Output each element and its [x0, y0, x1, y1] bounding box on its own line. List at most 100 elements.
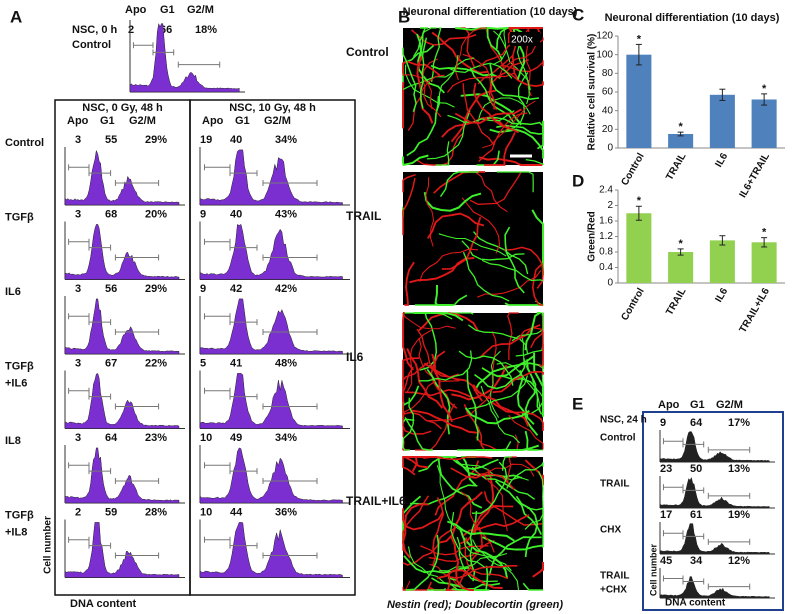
- histogram: [64, 224, 180, 280]
- neurite: [419, 37, 428, 109]
- gate-value: 3: [75, 208, 81, 220]
- histogram: [659, 523, 770, 555]
- gate-value: 42: [230, 283, 242, 295]
- panel-label: A: [10, 7, 22, 26]
- gate-value: 40: [230, 208, 242, 220]
- column-header: G1: [690, 399, 705, 411]
- gate-value: 20%: [145, 208, 167, 220]
- neurite: [406, 329, 432, 393]
- panel-box: [642, 411, 784, 611]
- neurite: [495, 374, 543, 415]
- axis-label: DNA content: [70, 598, 137, 610]
- panel-label: D: [572, 171, 584, 190]
- row-label: +IL8: [5, 526, 27, 538]
- axis-label: DNA content: [665, 598, 726, 609]
- neurite: [531, 209, 544, 276]
- column-header: G1: [160, 4, 175, 16]
- neurite: [402, 173, 416, 193]
- row-label: TGFβ: [5, 360, 34, 372]
- x-tick-label: IL6: [714, 286, 731, 304]
- gate-value: 50: [690, 463, 702, 475]
- neurite: [423, 192, 482, 212]
- gate-value: 9: [660, 417, 666, 429]
- neurite: [483, 132, 516, 166]
- row-label: IL6: [346, 350, 364, 364]
- histogram: [199, 224, 343, 280]
- gate-value: 40: [230, 134, 242, 146]
- axis-label: Relative cell survival (%): [587, 34, 598, 151]
- neurite: [493, 30, 531, 91]
- neurite: [459, 528, 512, 572]
- histogram: [64, 149, 180, 206]
- gate-value: 23%: [145, 432, 167, 444]
- gate-value: 68: [105, 208, 117, 220]
- neurite: [516, 34, 530, 105]
- neurite: [452, 526, 483, 590]
- neurite: [401, 503, 429, 559]
- neurite: [482, 100, 536, 149]
- neurite: [412, 27, 437, 58]
- column-header: Apo: [202, 115, 224, 127]
- neurite: [447, 110, 515, 123]
- row-label: Control: [600, 433, 636, 444]
- neurite: [405, 534, 440, 591]
- x-tick-label: Control: [619, 151, 646, 187]
- axis-label: Cell number: [43, 516, 54, 574]
- axis-label: Cell number: [648, 544, 658, 597]
- value-label: *: [762, 227, 767, 239]
- neurite: [507, 312, 519, 361]
- neurite: [402, 60, 441, 77]
- neurite: [455, 459, 523, 479]
- bar: [626, 54, 652, 148]
- neurite: [475, 471, 508, 531]
- neurite: [402, 312, 415, 371]
- neurite: [478, 156, 543, 166]
- chart-title: Neuronal differentiation (10 days): [605, 12, 780, 24]
- bar: [668, 134, 694, 148]
- neurite: [486, 116, 544, 133]
- bar: [751, 99, 777, 148]
- neurite: [471, 461, 508, 514]
- bar: [751, 242, 777, 283]
- y-tick-label: 0.8: [599, 247, 613, 258]
- gate-value: 59: [105, 506, 117, 518]
- neurite: [402, 397, 414, 451]
- neurite: [489, 128, 544, 159]
- neurite: [445, 573, 452, 591]
- neurite: [402, 508, 444, 531]
- gate-value: 19%: [728, 509, 750, 521]
- neurite: [403, 456, 444, 460]
- neurite: [508, 414, 544, 450]
- row-label: TRAIL+IL6: [346, 494, 406, 508]
- neurite: [439, 552, 508, 572]
- neurite: [475, 444, 540, 451]
- neurite: [416, 328, 459, 378]
- neurite: [402, 47, 417, 113]
- histogram: [659, 476, 770, 509]
- neurite: [418, 337, 460, 382]
- gate-value: 3: [75, 357, 81, 369]
- neurite: [518, 326, 544, 366]
- neurite: [478, 324, 541, 359]
- column-header: G2/M: [129, 115, 156, 127]
- row-label: Control: [346, 45, 389, 59]
- neurite: [404, 261, 415, 306]
- row-label: CHX: [600, 525, 621, 536]
- row-label: IL6: [5, 286, 21, 298]
- y-tick-label: 1.6: [599, 216, 613, 227]
- column-header: G1: [235, 115, 250, 127]
- column-header: G2/M: [716, 399, 743, 411]
- neurite: [439, 171, 479, 197]
- x-tick-label: TRAIL: [664, 286, 688, 317]
- histogram: [64, 373, 180, 429]
- neurite: [527, 507, 544, 548]
- histogram: [199, 447, 343, 504]
- neurite: [409, 257, 475, 284]
- gate-value: 3: [75, 432, 81, 444]
- histogram: [199, 149, 343, 206]
- row-label: TRAIL: [346, 209, 381, 223]
- gate-value: 9: [200, 208, 206, 220]
- column-title: NSC, 0 Gy, 48 h: [82, 102, 163, 114]
- neurite: [461, 197, 501, 254]
